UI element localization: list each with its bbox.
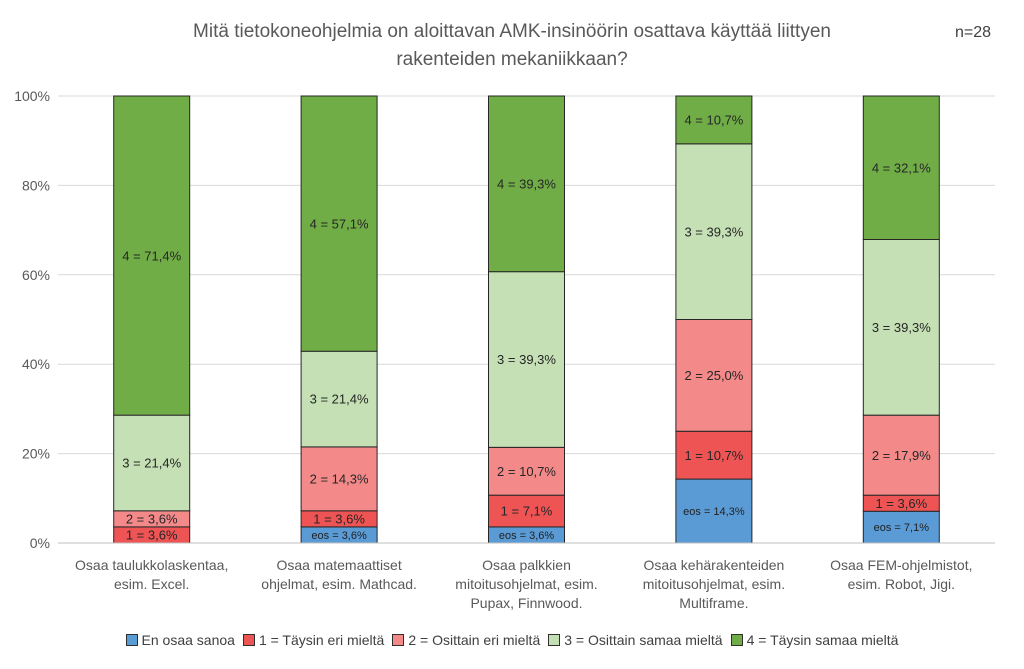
data-label: 2 = 14,3% — [310, 472, 369, 487]
bar-segment — [488, 95, 565, 273]
legend-label: 4 = Täysin samaa mieltä — [746, 632, 899, 648]
x-tick-label: Osaa kehärakenteiden — [643, 557, 784, 573]
data-label: 2 = 25,0% — [684, 368, 743, 383]
bar-segment — [113, 95, 191, 416]
x-tick-label: Osaa matemaattiset — [276, 557, 401, 573]
y-tick-label: 0% — [30, 535, 50, 551]
data-label: eos = 3,6% — [499, 530, 555, 542]
data-label: eos = 3,6% — [311, 530, 367, 542]
x-tick-label: Osaa palkkien — [482, 557, 571, 573]
bar-segment — [675, 143, 753, 320]
bar-segment — [675, 430, 753, 480]
bar-segment — [862, 238, 940, 416]
legend-swatch — [242, 634, 255, 646]
data-label: eos = 7,1% — [874, 522, 930, 534]
sample-size-note: n=28 — [955, 24, 992, 41]
legend-label: 3 = Osittain samaa mieltä — [564, 632, 723, 648]
data-label: 1 = 3,6% — [126, 528, 178, 543]
data-label: 4 = 71,4% — [122, 248, 181, 263]
x-tick-label: esim. Excel. — [114, 576, 189, 592]
data-label: 4 = 39,3% — [497, 177, 556, 192]
x-tick-label: Multiframe. — [679, 595, 748, 611]
legend-swatch — [125, 634, 138, 646]
bar-segment — [300, 446, 378, 512]
bar-segment — [300, 350, 378, 448]
y-tick-label: 40% — [22, 356, 50, 372]
chart-title-line-1: Mitä tietokoneohjelmia on aloittavan AMK… — [193, 21, 831, 42]
x-tick-label: Osaa FEM-ohjelmistot, — [830, 557, 972, 573]
data-label: 2 = 3,6% — [126, 512, 178, 527]
chart-title: Mitä tietokoneohjelmia on aloittavan AMK… — [0, 18, 1024, 74]
chart-title-line-2: rakenteiden mekaniikkaan? — [396, 49, 628, 70]
legend-label: En osaa sanoa — [141, 632, 235, 648]
data-label: 2 = 17,9% — [872, 448, 931, 463]
x-tick-label: esim. Robot, Jigi. — [848, 576, 955, 592]
data-label: 1 = 3,6% — [875, 496, 927, 511]
data-label: eos = 14,3% — [683, 506, 745, 518]
data-label: 2 = 10,7% — [497, 464, 556, 479]
bar-segment — [488, 446, 565, 496]
legend-label: 2 = Osittain eri mieltä — [408, 632, 541, 648]
bar-segment — [488, 494, 565, 528]
data-label: 1 = 7,1% — [501, 504, 553, 519]
x-tick-label: mitoitusohjelmat, esim. — [455, 576, 597, 592]
bar-segment — [300, 95, 378, 352]
data-label: 3 = 39,3% — [497, 352, 556, 367]
bar-segment — [113, 414, 191, 512]
legend-entry: 2 = Osittain eri mieltä — [392, 632, 540, 648]
legend-swatch — [730, 634, 743, 646]
bar-segment — [675, 478, 753, 544]
legend-entry: En osaa sanoa — [125, 632, 235, 648]
legend-entry: 1 = Täysin eri mieltä — [242, 632, 385, 648]
data-label: 3 = 39,3% — [872, 320, 931, 335]
data-label: 3 = 21,4% — [310, 392, 369, 407]
legend-entry: 3 = Osittain samaa mieltä — [548, 632, 723, 648]
data-label: 4 = 10,7% — [684, 113, 743, 128]
legend-swatch — [392, 634, 405, 646]
data-label: 4 = 57,1% — [310, 216, 369, 231]
data-label: 1 = 10,7% — [684, 448, 743, 463]
x-tick-label: mitoitusohjelmat, esim. — [643, 576, 785, 592]
bar-segment — [675, 95, 753, 145]
bar-segment — [862, 414, 940, 496]
data-label: 4 = 32,1% — [872, 160, 931, 175]
bar-segment — [675, 319, 753, 432]
data-label: 3 = 39,3% — [684, 224, 743, 239]
x-tick-label: Osaa taulukkolaskentaa, — [75, 557, 228, 573]
data-label: 3 = 21,4% — [122, 456, 181, 471]
y-tick-label: 100% — [14, 88, 50, 104]
y-tick-label: 20% — [22, 446, 50, 462]
bar-segment — [862, 510, 940, 544]
legend-label: 1 = Täysin eri mieltä — [258, 632, 385, 648]
bar-segment — [862, 95, 940, 240]
chart-legend: En osaa sanoa 1 = Täysin eri mieltä 2 = Os… — [0, 632, 1024, 648]
y-tick-label: 80% — [22, 177, 50, 193]
x-tick-label: ohjelmat, esim. Mathcad. — [261, 576, 417, 592]
data-label: 1 = 3,6% — [313, 512, 365, 527]
legend-entry: 4 = Täysin samaa mieltä — [730, 632, 899, 648]
legend-swatch — [548, 634, 561, 646]
x-tick-label: Pupax, Finnwood. — [470, 595, 582, 611]
y-tick-label: 60% — [22, 267, 50, 283]
